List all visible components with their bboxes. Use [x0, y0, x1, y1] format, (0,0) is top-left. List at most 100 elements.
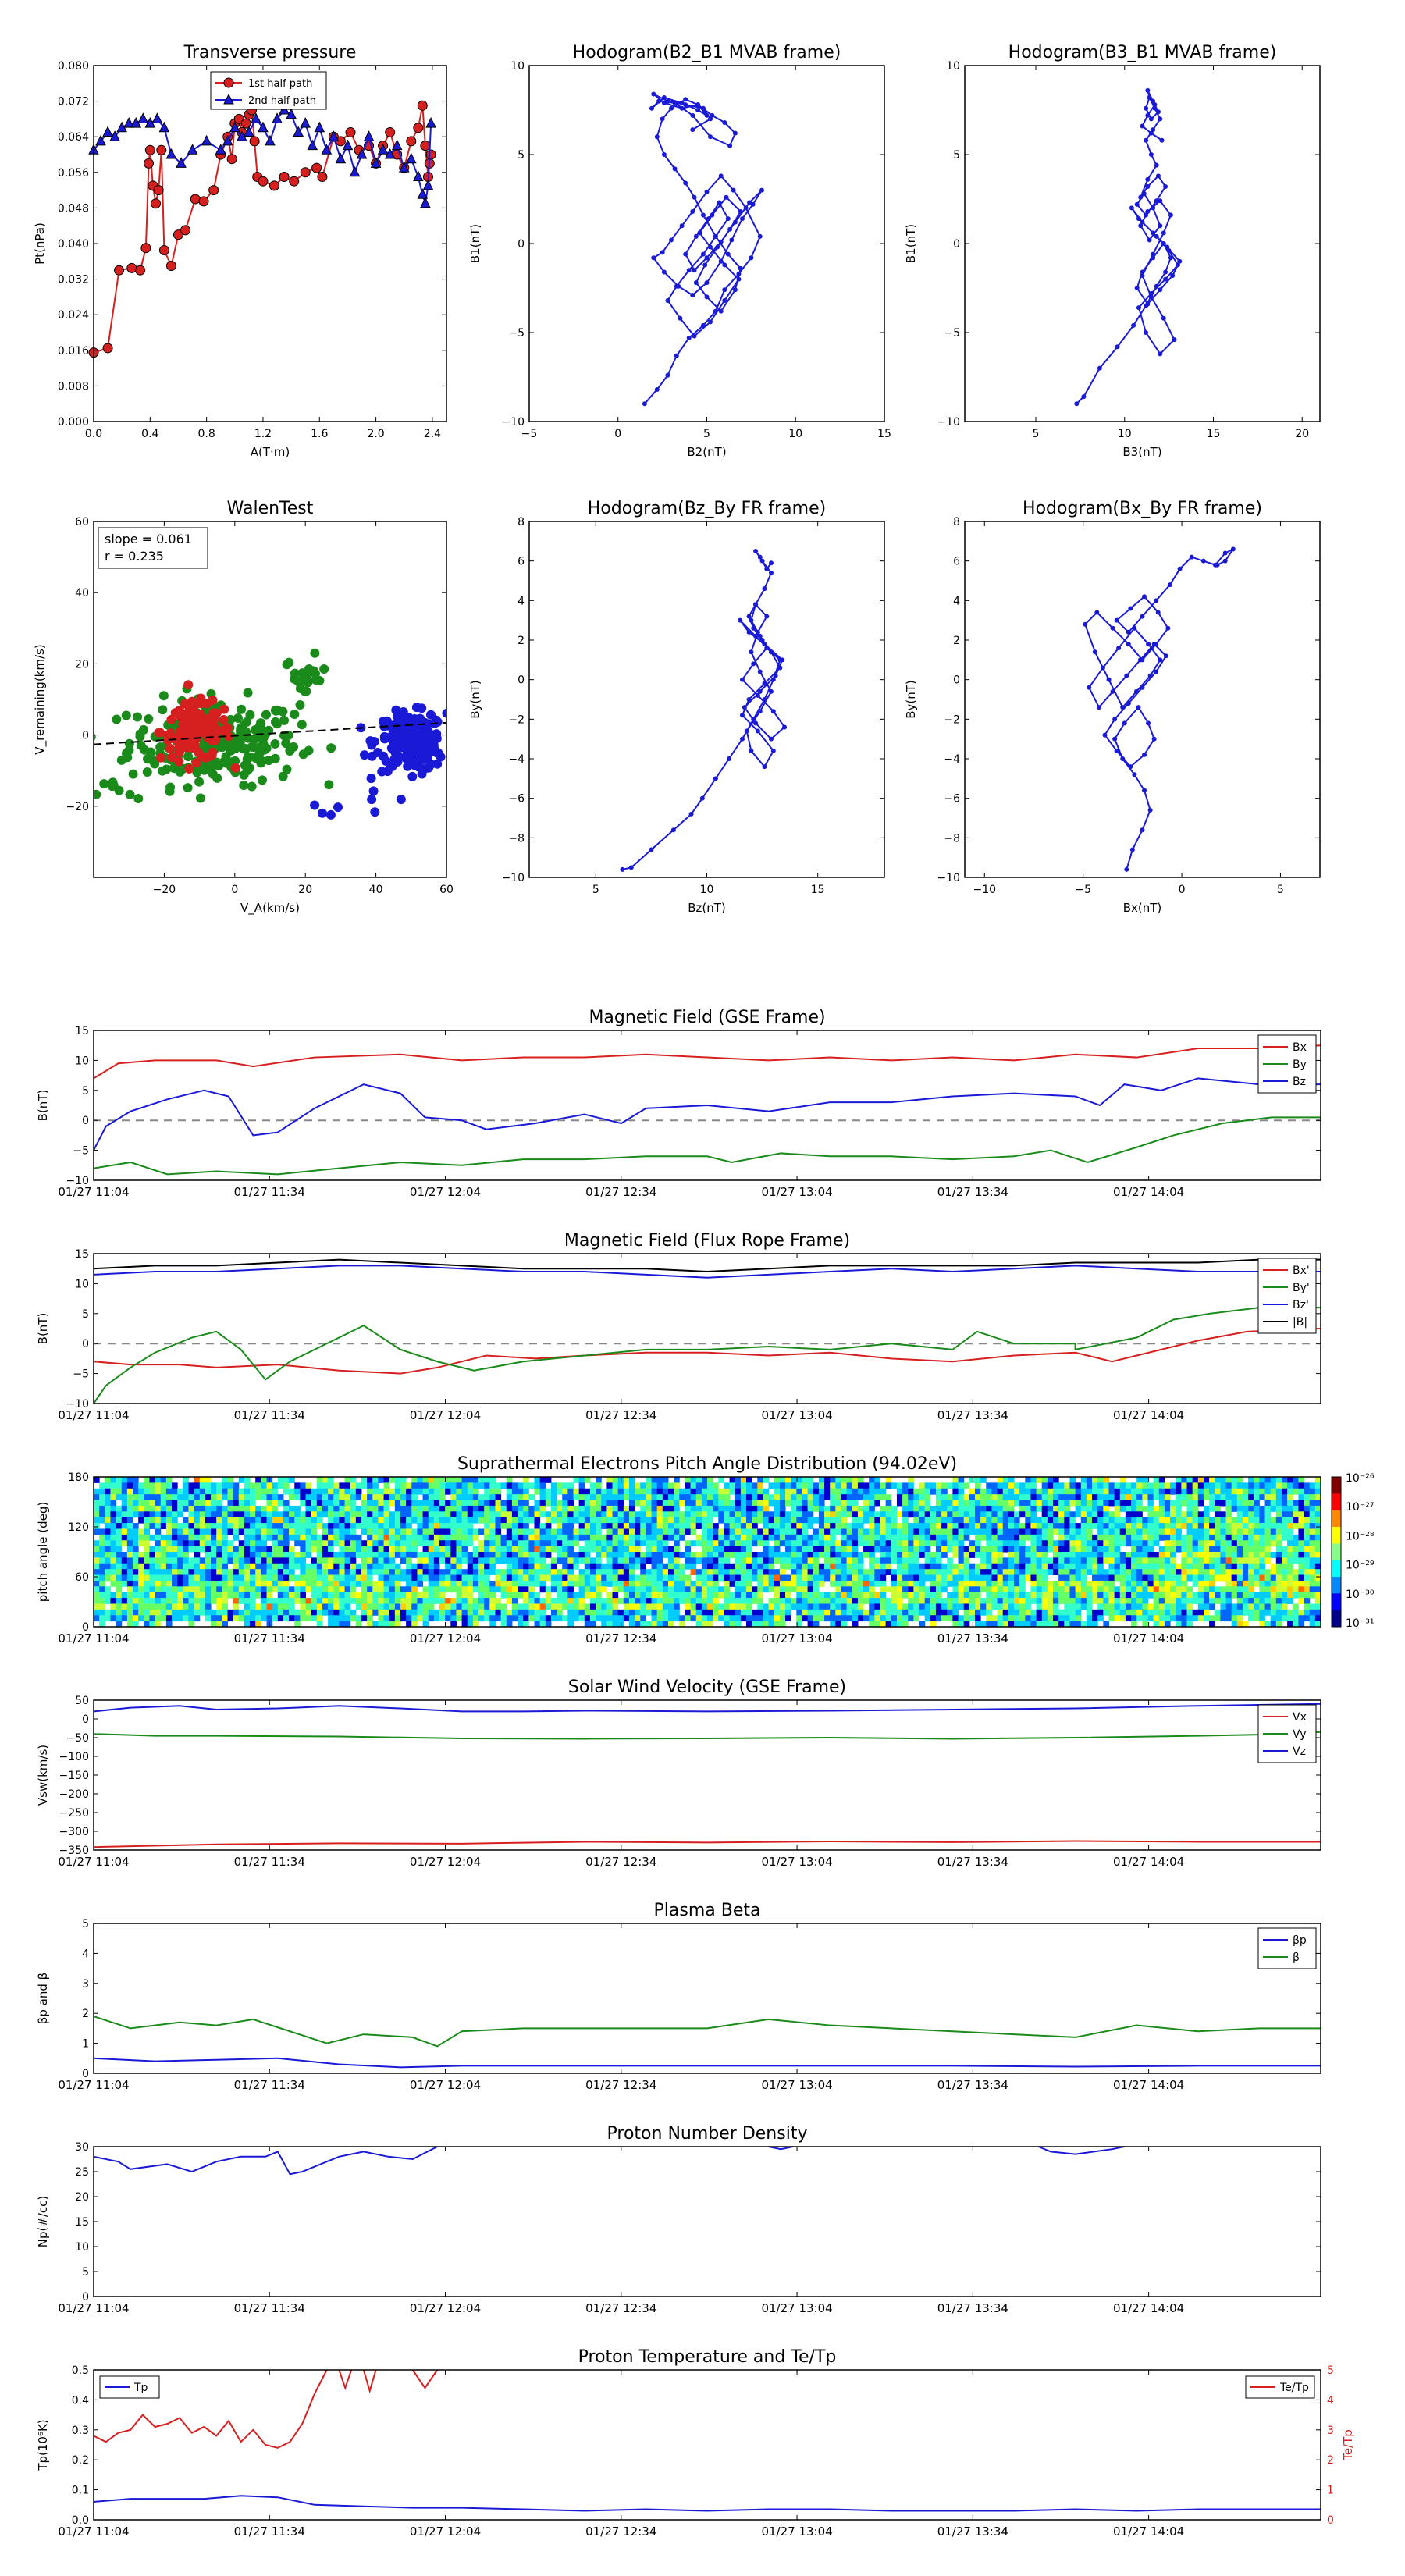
heatmap-cell: [144, 1569, 150, 1576]
heatmap-cell: [930, 1609, 937, 1616]
heatmap-cell: [796, 1603, 802, 1610]
heatmap-cell: [573, 1574, 580, 1582]
heatmap-cell: [807, 1580, 814, 1587]
heatmap-cell: [110, 1517, 117, 1524]
heatmap-cell: [528, 1482, 535, 1489]
heatmap-cell: [233, 1494, 240, 1501]
heatmap-cell: [277, 1517, 284, 1524]
heatmap-cell: [841, 1540, 848, 1547]
heatmap-cell: [596, 1488, 602, 1495]
heatmap-cell: [450, 1563, 457, 1570]
heatmap-cell: [779, 1586, 786, 1593]
heatmap-cell: [724, 1523, 731, 1529]
heatmap-cell: [99, 1540, 105, 1547]
heatmap-cell: [400, 1511, 407, 1518]
heatmap-cell: [785, 1477, 791, 1483]
heatmap-cell: [545, 1488, 552, 1495]
heatmap-cell: [902, 1569, 909, 1576]
heatmap-cell: [126, 1511, 133, 1518]
heatmap-cell: [578, 1500, 585, 1507]
heatmap-cell: [500, 1552, 507, 1558]
heatmap-cell: [646, 1569, 653, 1576]
y-tick-label: 0: [82, 730, 89, 742]
heatmap-cell: [467, 1557, 474, 1564]
heatmap-cell: [411, 1569, 418, 1576]
heatmap-cell: [752, 1494, 758, 1501]
heatmap-cell: [445, 1488, 451, 1495]
heatmap-cell: [478, 1482, 485, 1489]
heatmap-cell: [606, 1563, 614, 1570]
heatmap-cell: [417, 1574, 424, 1582]
heatmap-cell: [322, 1609, 329, 1616]
heatmap-cell: [328, 1511, 334, 1518]
heatmap-cell: [417, 1505, 424, 1512]
heatmap-cell: [518, 1592, 524, 1599]
heatmap-cell: [450, 1517, 457, 1524]
heatmap-cell: [355, 1546, 362, 1553]
heatmap-cell: [885, 1494, 892, 1501]
heatmap-cell: [172, 1488, 178, 1495]
heatmap-cell: [133, 1482, 139, 1489]
heatmap-cell: [539, 1505, 546, 1512]
data-point: [400, 752, 411, 762]
heatmap-cell: [606, 1598, 614, 1604]
heatmap-cell: [160, 1540, 167, 1547]
data-point: [649, 847, 654, 852]
heatmap-cell: [885, 1569, 892, 1576]
data-point: [62, 713, 71, 722]
heatmap-cell: [740, 1609, 747, 1616]
heatmap-cell: [394, 1615, 401, 1622]
data-point: [432, 733, 442, 743]
heatmap-cell: [461, 1505, 468, 1512]
heatmap-cell: [796, 1482, 802, 1489]
heatmap-cell: [389, 1546, 396, 1553]
heatmap-cell: [617, 1586, 624, 1593]
heatmap-cell: [617, 1540, 624, 1547]
heatmap-cell: [656, 1574, 663, 1582]
heatmap-cell: [824, 1540, 831, 1547]
data-point: [222, 134, 233, 146]
heatmap-cell: [233, 1609, 240, 1616]
heatmap-cell: [902, 1592, 909, 1599]
data-point: [749, 748, 754, 753]
heatmap-cell: [685, 1552, 692, 1558]
heatmap-cell: [763, 1505, 770, 1512]
heatmap-cell: [596, 1574, 602, 1582]
heatmap-cell: [383, 1609, 390, 1616]
data-point: [126, 262, 137, 273]
heatmap-cell: [685, 1540, 692, 1547]
data-point: [373, 748, 383, 758]
heatmap-cell: [311, 1598, 318, 1604]
heatmap-cell: [160, 1500, 167, 1507]
heatmap-cell: [646, 1505, 653, 1512]
heatmap-cell: [539, 1534, 546, 1541]
heatmap-cell: [852, 1494, 859, 1501]
heatmap-cell: [495, 1609, 502, 1616]
data-point: [258, 121, 269, 133]
x-tick-label: 0.0: [85, 428, 102, 440]
heatmap-cell: [439, 1552, 446, 1558]
heatmap-cell: [417, 1528, 424, 1535]
heatmap-cell: [628, 1580, 635, 1587]
heatmap-cell: [713, 1546, 719, 1553]
heatmap-cell: [433, 1477, 440, 1483]
data-point: [690, 293, 695, 298]
heatmap-cell: [183, 1500, 189, 1507]
heatmap-cell: [294, 1615, 301, 1622]
heatmap-cell: [389, 1488, 396, 1495]
heatmap-cell: [99, 1580, 105, 1587]
heatmap-cell: [746, 1546, 752, 1553]
heatmap-cell: [144, 1505, 150, 1512]
series-line: [93, 1044, 1321, 1080]
heatmap-cell: [188, 1494, 195, 1501]
heatmap-cell: [924, 1505, 931, 1512]
heatmap-cell: [266, 1500, 273, 1507]
heatmap-cell: [188, 1609, 195, 1616]
heatmap-cell: [746, 1563, 752, 1570]
data-point: [187, 144, 198, 155]
y-tick-label: −10: [66, 1175, 89, 1187]
heatmap-cell: [110, 1557, 117, 1564]
x-tick-label: 01/27 11:04: [58, 1408, 129, 1422]
heatmap-cell: [612, 1603, 619, 1610]
heatmap-cell: [389, 1517, 396, 1524]
